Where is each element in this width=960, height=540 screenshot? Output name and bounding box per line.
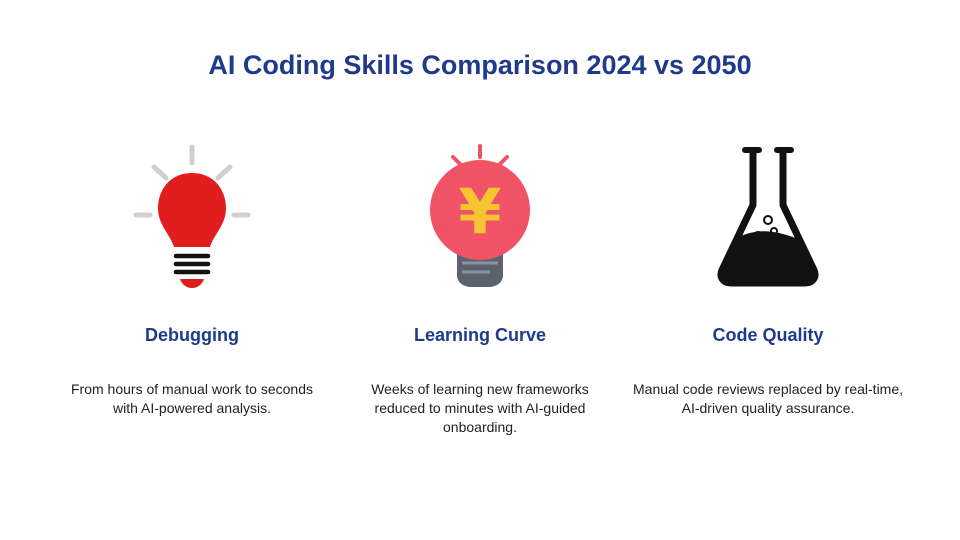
bulb-glass <box>158 173 226 247</box>
card-learning-curve: ¥ Learning Curve Weeks of learning new f… <box>335 135 625 455</box>
flask-icon-svg <box>717 147 819 287</box>
lightbulb-icon-svg <box>133 144 251 288</box>
card-description: Weeks of learning new frameworks reduced… <box>371 381 589 435</box>
card-description: Manual code reviews replaced by real-tim… <box>633 381 904 416</box>
flask-icon <box>623 135 913 295</box>
flask-rim-right <box>774 147 794 153</box>
card-heading: Debugging <box>145 325 239 345</box>
flask-rim-left <box>742 147 762 153</box>
bulb-base-lines <box>462 261 498 274</box>
bulb-tip <box>180 279 204 288</box>
light-rays <box>451 144 509 167</box>
card-heading: Learning Curve <box>413 325 547 345</box>
lightbulb-icon <box>47 135 337 295</box>
card-code-quality: Code Quality Manual code reviews replace… <box>623 135 913 455</box>
page-title: AI Coding Skills Comparison 2024 vs 2050 <box>208 50 752 80</box>
bulb-glass <box>430 160 530 260</box>
flask-bubbles <box>754 215 778 239</box>
card-debugging: Debugging From hours of manual work to s… <box>47 135 337 455</box>
card-heading: Code Quality <box>712 325 824 345</box>
yen-lightbulb-icon: ¥ <box>335 135 625 295</box>
bulb-base <box>173 253 211 275</box>
yen-lightbulb-icon-svg: ¥ <box>430 144 530 287</box>
flask-liquid <box>721 231 815 283</box>
card-description: From hours of manual work to seconds wit… <box>71 381 313 416</box>
light-rays <box>133 144 251 218</box>
yen-symbol: ¥ <box>458 175 501 248</box>
